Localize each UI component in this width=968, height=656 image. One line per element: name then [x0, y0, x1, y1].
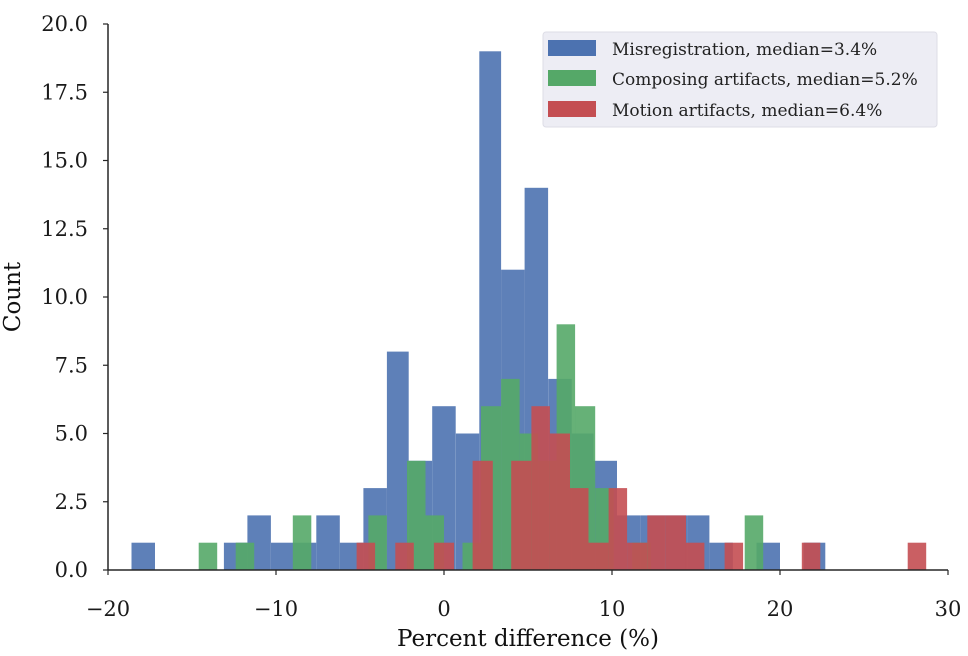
legend-swatch-motion	[548, 101, 596, 117]
y-tick-label: 20.0	[41, 12, 88, 36]
bar-motion-artifacts-3	[472, 460, 493, 570]
bar-motion-artifacts-8	[588, 542, 609, 570]
histogram-bars	[131, 51, 927, 571]
bar-motion-artifacts-14	[724, 542, 744, 570]
bar-motion-artifacts-6	[549, 433, 570, 570]
legend-swatch-misregistration	[548, 40, 596, 56]
x-tick-label: −20	[86, 597, 130, 621]
bar-motion-artifacts-5	[531, 406, 550, 570]
bar-motion-artifacts-7	[570, 488, 589, 570]
x-axis-label: Percent difference (%)	[397, 626, 659, 652]
y-tick-label: 17.5	[41, 80, 88, 104]
bar-motion-artifacts-12	[665, 515, 686, 570]
x-tick-label: 30	[935, 597, 962, 621]
bar-motion-artifacts-9	[608, 488, 628, 570]
legend-label-composing: Composing artifacts, median=5.2%	[612, 70, 918, 90]
y-tick-label: 0.0	[55, 558, 88, 582]
legend-label-misregistration: Misregistration, median=3.4%	[612, 40, 877, 60]
series-motion-artifacts	[356, 406, 927, 570]
bar-motion-artifacts-11	[647, 515, 666, 570]
x-tick-label: 20	[767, 597, 794, 621]
y-tick-label: 10.0	[41, 285, 88, 309]
bar-misregistration-5	[316, 515, 340, 570]
y-tick-label: 2.5	[55, 490, 88, 514]
x-tick-label: 0	[437, 597, 450, 621]
bar-motion-artifacts-15	[801, 542, 821, 570]
bar-misregistration-3	[271, 542, 295, 570]
legend-frame	[542, 31, 938, 128]
y-tick-label: 7.5	[55, 353, 88, 377]
y-tick-label: 5.0	[55, 422, 88, 446]
bar-composing-artifacts-1	[235, 542, 255, 570]
y-tick-label: 15.0	[41, 149, 88, 173]
bar-composing-artifacts-0	[198, 542, 218, 570]
bar-motion-artifacts-0	[356, 542, 376, 570]
bar-motion-artifacts-4	[511, 460, 532, 570]
y-tick-label: 12.5	[41, 217, 88, 241]
bar-motion-artifacts-2	[433, 542, 455, 570]
bar-composing-artifacts-15	[744, 515, 764, 570]
y-axis-label: Count	[0, 261, 26, 332]
bar-motion-artifacts-16	[907, 542, 927, 570]
bar-misregistration-0	[131, 542, 155, 570]
legend-swatch-composing	[548, 70, 596, 86]
x-tick-label: 10	[599, 597, 626, 621]
x-tick-label: −10	[254, 597, 298, 621]
x-ticks: −20 −10 0 10 20 30	[86, 570, 962, 621]
bar-motion-artifacts-10	[627, 542, 648, 570]
y-ticks: 0.0 2.5 5.0 7.5 10.0 12.5 15.0 17.5 20.0	[41, 12, 108, 582]
bar-misregistration-8	[386, 351, 409, 570]
bar-motion-artifacts-13	[685, 542, 705, 570]
bar-composing-artifacts-2	[292, 515, 312, 570]
legend: Misregistration, median=3.4% Composing a…	[542, 31, 938, 128]
bar-motion-artifacts-1	[395, 542, 414, 570]
legend-label-motion: Motion artifacts, median=6.4%	[612, 101, 882, 121]
